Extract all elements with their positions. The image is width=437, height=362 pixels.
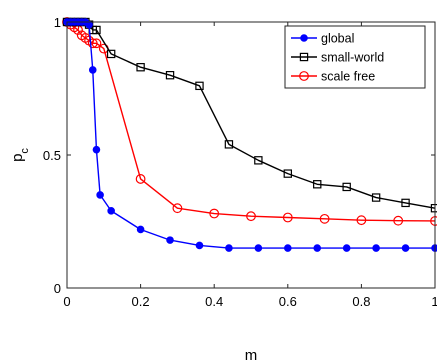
data-point-global — [96, 191, 104, 199]
y-axis-label-subscript: c — [19, 148, 31, 154]
x-tick-label: 1 — [431, 294, 437, 309]
data-point-global — [401, 244, 410, 252]
legend: global small-world scale free — [284, 25, 426, 89]
x-tick-label: 0.6 — [279, 294, 297, 309]
y-tick-label: 0.5 — [43, 148, 61, 163]
data-point-global — [431, 244, 437, 252]
data-point-global — [342, 244, 351, 252]
data-point-small-world — [106, 49, 116, 59]
data-point-small-world — [313, 180, 322, 189]
legend-item-small-world: small-world — [291, 51, 384, 65]
data-point-small-world — [283, 169, 293, 178]
data-point-global — [225, 244, 233, 252]
legend-label-scale-free: scale free — [321, 70, 375, 84]
data-point-small-world — [342, 182, 351, 192]
data-point-global — [195, 241, 204, 250]
x-tick-label: 0.2 — [132, 294, 150, 309]
x-tick-label: 0 — [63, 294, 70, 309]
data-point-scale-free — [172, 203, 183, 214]
data-point-global — [88, 66, 97, 74]
data-point-scale-free — [91, 38, 102, 49]
data-point-small-world — [195, 81, 204, 91]
data-point-small-world — [92, 25, 101, 35]
data-point-global — [92, 145, 101, 154]
legend-marker-global — [300, 34, 308, 42]
data-point-scale-free — [319, 213, 330, 224]
data-point-small-world — [254, 156, 263, 165]
y-tick-label: 1 — [54, 15, 61, 30]
data-point-global — [136, 225, 145, 234]
data-point-global — [85, 20, 93, 29]
legend-label-small-world: small-world — [321, 51, 384, 65]
axes-layer: 0 0.2 0.4 0.6 0.8 1 0 0.5 1 — [43, 15, 437, 309]
data-point-global — [107, 207, 115, 215]
x-axis-label: m — [245, 347, 258, 362]
legend-marker-small-world — [299, 52, 309, 62]
y-tick-label: 0 — [54, 281, 61, 296]
x-tick-label: 0.8 — [352, 294, 370, 309]
y-axis-label: pc — [9, 148, 31, 162]
data-point-scale-free — [282, 212, 293, 223]
data-point-small-world — [136, 63, 145, 72]
data-point-scale-free — [87, 38, 98, 49]
data-point-scale-free — [393, 215, 404, 226]
legend-item-global: global — [291, 32, 354, 46]
data-point-global — [372, 244, 380, 252]
data-point-small-world — [165, 70, 175, 80]
data-point-scale-free — [356, 215, 367, 226]
series-scale-free — [62, 17, 437, 226]
legend-marker-scale-free — [299, 71, 309, 81]
data-point-global — [284, 244, 292, 252]
data-point-global — [254, 244, 263, 252]
data-point-scale-free — [209, 208, 220, 219]
data-point-small-world — [371, 193, 381, 202]
legend-label-global: global — [321, 32, 354, 46]
y-axis-label-main: p — [9, 154, 26, 162]
data-point-scale-free — [135, 174, 146, 184]
data-point-global — [166, 236, 174, 244]
data-point-small-world — [401, 198, 410, 208]
x-tick-label: 0.4 — [205, 294, 223, 309]
data-point-scale-free — [246, 211, 256, 222]
data-point-global — [313, 244, 322, 252]
data-point-small-world — [224, 140, 234, 149]
legend-item-scale-free: scale free — [291, 70, 375, 84]
